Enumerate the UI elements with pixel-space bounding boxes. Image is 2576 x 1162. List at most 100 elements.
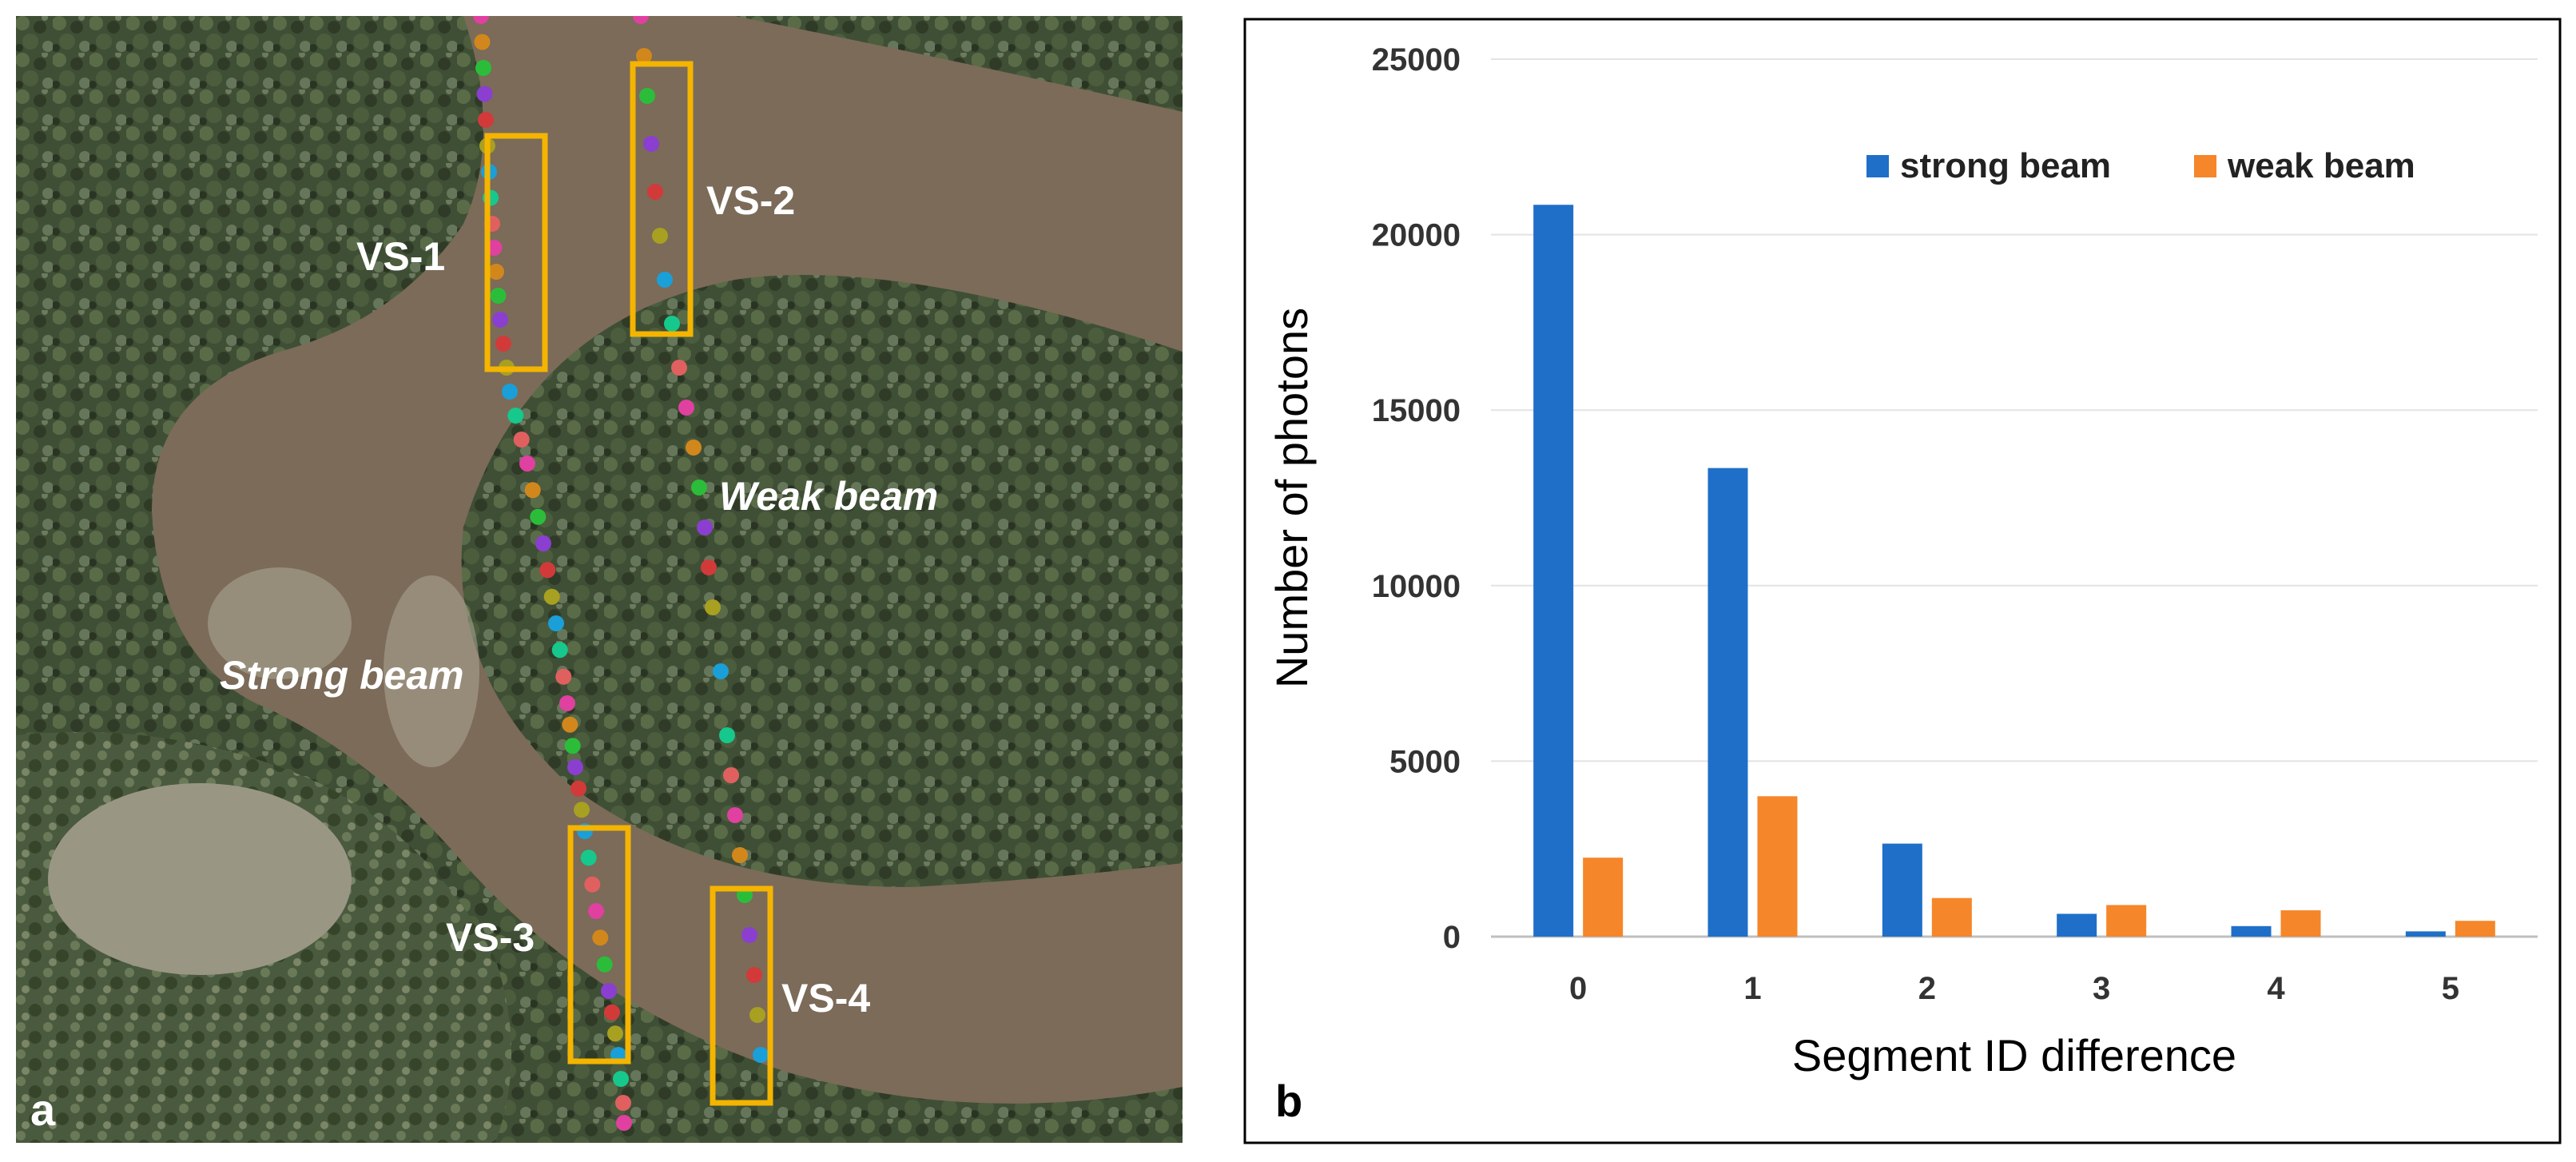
bar-weak-1 (1757, 796, 1798, 937)
bar-chart-panel: 0 5000 10000 15000 20000 25000 0 1 2 3 4 5 strong … (1243, 18, 2562, 1144)
photon-point (551, 642, 568, 659)
photon-point (592, 929, 609, 946)
photon-point (588, 903, 604, 919)
aerial-image: VS-1 VS-2 VS-3 VS-4 Strong beam Weak bea… (16, 8, 1183, 1143)
y-axis-label: Number of photons (1266, 308, 1317, 688)
photon-point (548, 615, 564, 631)
photon-point (562, 716, 578, 733)
bar-weak-5 (2455, 921, 2495, 937)
y-tick-label: 15000 (1372, 393, 1461, 428)
x-tick-label: 3 (2093, 971, 2110, 1006)
legend-label-strong: strong beam (1900, 146, 2111, 185)
photon-point (604, 1004, 620, 1021)
y-tick-label: 5000 (1389, 744, 1461, 779)
bar-weak-0 (1583, 858, 1624, 937)
photon-point (524, 482, 541, 499)
photon-point (495, 336, 511, 352)
photon-point (570, 780, 586, 797)
photon-point (697, 519, 713, 535)
photon-point (732, 847, 748, 863)
panel-b-label: b (1275, 1076, 1302, 1126)
photon-point (519, 456, 535, 472)
photon-point (607, 1025, 623, 1042)
photon-point (596, 956, 613, 973)
panel-a-label: a (30, 1084, 56, 1135)
bar-strong-2 (1882, 843, 1922, 937)
bar-strong-0 (1533, 205, 1574, 937)
vs-3-label: VS-3 (446, 915, 535, 960)
photon-point (555, 668, 572, 685)
vs-1-label: VS-1 (356, 234, 445, 279)
photon-point (652, 228, 668, 244)
photon-point (564, 738, 581, 754)
vs-2-label: VS-2 (706, 178, 795, 223)
bars (1533, 205, 2495, 937)
photon-point (580, 850, 597, 866)
bar-strong-4 (2231, 925, 2272, 937)
photon-point (574, 802, 590, 818)
photon-point (691, 480, 707, 495)
photon-point (746, 967, 762, 983)
legend-swatch-strong (1866, 155, 1889, 177)
photon-point (539, 562, 556, 579)
photon-point (492, 312, 508, 328)
photon-point (613, 1071, 629, 1087)
photon-point (543, 588, 560, 605)
photon-point (584, 876, 601, 893)
y-tick-label: 25000 (1372, 42, 1461, 78)
photon-point (723, 767, 739, 783)
vs-1-box (484, 133, 548, 372)
photon-point (657, 272, 673, 288)
bar-weak-2 (1931, 897, 1972, 937)
photon-point (507, 408, 524, 424)
photon-point (639, 88, 655, 104)
photon-point (741, 927, 757, 943)
weak-beam-label: Weak beam (719, 474, 938, 519)
photon-point (636, 48, 652, 64)
photon-point (616, 1115, 632, 1131)
y-tick-label: 0 (1443, 920, 1461, 955)
photon-point (490, 288, 507, 304)
photon-point (559, 695, 575, 711)
x-tick-label: 5 (2442, 971, 2459, 1006)
photon-point (701, 559, 717, 575)
bar-strong-1 (1707, 468, 1748, 937)
photon-point (475, 60, 491, 76)
photon-point (474, 34, 491, 50)
chart-frame (1243, 18, 2562, 1144)
photon-point (643, 136, 659, 152)
photon-point (647, 184, 663, 200)
photon-point (671, 360, 687, 376)
photon-point (719, 727, 735, 743)
photon-point (678, 400, 694, 416)
photon-point (513, 432, 530, 448)
photon-point (478, 112, 494, 128)
gridlines (1491, 58, 2538, 938)
photon-point (502, 384, 518, 400)
photon-point (488, 264, 504, 280)
bar-weak-3 (2106, 905, 2147, 937)
bar-weak-4 (2280, 910, 2321, 937)
vs-3-box (567, 825, 631, 1065)
strong-beam-label: Strong beam (220, 653, 464, 698)
vs-2-box (630, 61, 694, 337)
photon-point (727, 807, 743, 823)
x-tick-label: 2 (1918, 971, 1936, 1006)
photon-point (530, 508, 547, 525)
photon-point (476, 86, 493, 102)
photon-point (749, 1007, 765, 1023)
legend-label-weak: weak beam (2227, 146, 2415, 185)
photon-point (567, 759, 583, 775)
photon-point (705, 599, 721, 615)
bar-strong-5 (2405, 931, 2446, 937)
y-tick-label: 10000 (1372, 569, 1461, 604)
y-tick-label: 20000 (1372, 218, 1461, 253)
bar-strong-3 (2057, 913, 2097, 937)
photon-point (601, 983, 617, 999)
aerial-image-panel: VS-1 VS-2 VS-3 VS-4 Strong beam Weak bea… (16, 8, 1183, 1143)
photon-point (713, 663, 729, 679)
x-tick-label: 1 (1743, 971, 1761, 1006)
photon-point (686, 440, 702, 456)
photon-point (615, 1095, 631, 1111)
vs-4-label: VS-4 (781, 976, 870, 1021)
